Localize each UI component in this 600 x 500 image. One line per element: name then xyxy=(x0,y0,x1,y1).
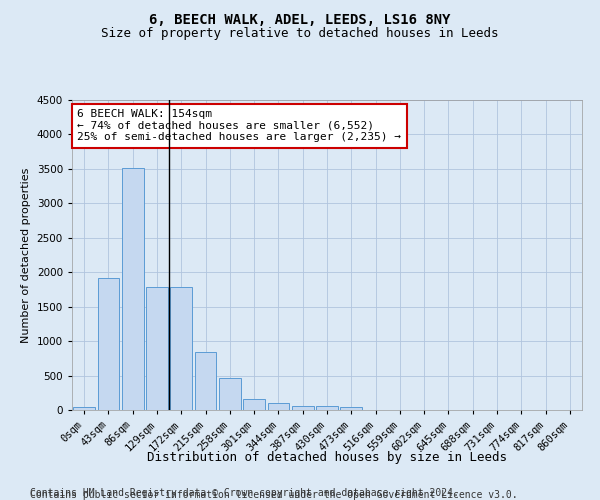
Bar xyxy=(73,407,95,410)
Bar xyxy=(194,352,217,410)
Text: 6, BEECH WALK, ADEL, LEEDS, LS16 8NY: 6, BEECH WALK, ADEL, LEEDS, LS16 8NY xyxy=(149,12,451,26)
Bar xyxy=(170,288,192,410)
Bar xyxy=(219,378,241,410)
Text: Size of property relative to detached houses in Leeds: Size of property relative to detached ho… xyxy=(101,28,499,40)
Bar xyxy=(243,400,265,410)
Bar xyxy=(316,406,338,410)
Bar xyxy=(292,406,314,410)
Text: Distribution of detached houses by size in Leeds: Distribution of detached houses by size … xyxy=(147,451,507,464)
Bar xyxy=(146,288,168,410)
Text: 6 BEECH WALK: 154sqm
← 74% of detached houses are smaller (6,552)
25% of semi-de: 6 BEECH WALK: 154sqm ← 74% of detached h… xyxy=(77,110,401,142)
Bar xyxy=(340,407,362,410)
Bar xyxy=(122,168,143,410)
Y-axis label: Number of detached properties: Number of detached properties xyxy=(21,168,31,342)
Text: Contains public sector information licensed under the Open Government Licence v3: Contains public sector information licen… xyxy=(30,490,518,500)
Bar xyxy=(268,404,289,410)
Bar xyxy=(97,278,119,410)
Text: Contains HM Land Registry data © Crown copyright and database right 2024.: Contains HM Land Registry data © Crown c… xyxy=(30,488,459,498)
